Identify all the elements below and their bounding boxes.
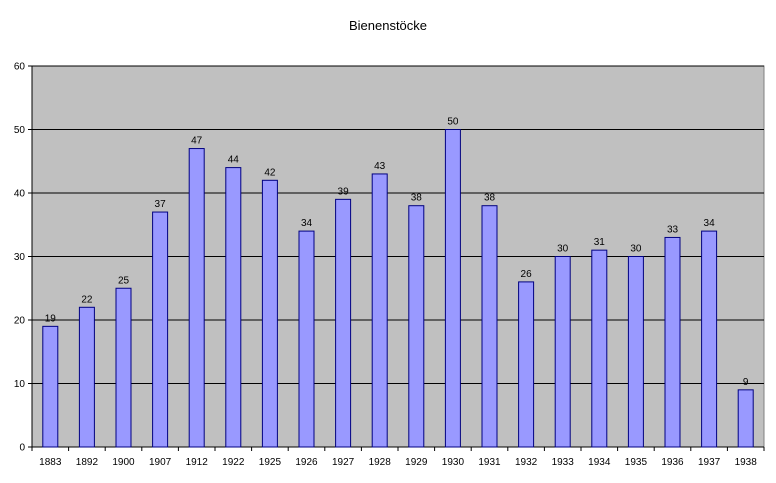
data-label-1928: 43 bbox=[374, 161, 386, 172]
bar-1931 bbox=[481, 205, 498, 448]
bar-1927 bbox=[335, 198, 352, 448]
data-label-1931: 38 bbox=[484, 193, 496, 204]
data-label-1934: 31 bbox=[594, 237, 606, 248]
y-tick-label: 30 bbox=[14, 252, 26, 263]
data-label-1912: 47 bbox=[191, 136, 203, 147]
y-tick-label: 10 bbox=[14, 379, 26, 390]
data-label-1922: 44 bbox=[228, 155, 240, 166]
x-tick-label-1907: 1907 bbox=[149, 457, 172, 468]
bar-1929 bbox=[408, 205, 425, 448]
x-tick-label-1929: 1929 bbox=[405, 457, 428, 468]
bar-1938 bbox=[737, 389, 754, 448]
bar-1937 bbox=[701, 230, 718, 448]
data-label-1935: 30 bbox=[630, 244, 642, 255]
data-label-1936: 33 bbox=[667, 224, 679, 235]
bar-1912 bbox=[188, 148, 205, 448]
x-tick-label-1932: 1932 bbox=[515, 457, 538, 468]
x-tick-label-1925: 1925 bbox=[259, 457, 282, 468]
x-tick-label-1933: 1933 bbox=[552, 457, 575, 468]
data-label-1932: 26 bbox=[521, 269, 533, 280]
data-label-1927: 39 bbox=[338, 186, 350, 197]
bar-1907 bbox=[152, 211, 169, 448]
y-tick-label: 0 bbox=[19, 443, 25, 454]
bar-1936 bbox=[664, 236, 681, 448]
bar-1900 bbox=[115, 287, 132, 448]
bar-1930 bbox=[444, 129, 461, 448]
x-tick-label-1927: 1927 bbox=[332, 457, 355, 468]
bar-1934 bbox=[591, 249, 608, 448]
x-tick-label-1928: 1928 bbox=[369, 457, 392, 468]
data-label-1937: 34 bbox=[704, 218, 716, 229]
data-label-1933: 30 bbox=[557, 244, 569, 255]
x-tick-label-1926: 1926 bbox=[295, 457, 318, 468]
data-label-1929: 38 bbox=[411, 193, 423, 204]
x-tick-label-1931: 1931 bbox=[478, 457, 501, 468]
x-tick-label-1930: 1930 bbox=[442, 457, 465, 468]
bar-1926 bbox=[298, 230, 315, 448]
data-label-1907: 37 bbox=[155, 199, 167, 210]
x-tick-label-1900: 1900 bbox=[112, 457, 135, 468]
bar-1922 bbox=[225, 167, 242, 448]
x-tick-label-1938: 1938 bbox=[735, 457, 758, 468]
y-tick-label: 50 bbox=[14, 125, 26, 136]
x-tick-label-1934: 1934 bbox=[588, 457, 611, 468]
bar-1928 bbox=[371, 173, 388, 448]
data-label-1925: 42 bbox=[264, 167, 276, 178]
bar-1883 bbox=[42, 325, 59, 448]
y-tick-label: 40 bbox=[14, 189, 26, 200]
data-label-1930: 50 bbox=[447, 117, 459, 128]
data-label-1892: 22 bbox=[81, 294, 93, 305]
bar-1932 bbox=[518, 281, 535, 448]
chart-title: Bienenstöcke bbox=[348, 18, 428, 33]
bar-1933 bbox=[554, 256, 571, 448]
x-tick-label-1936: 1936 bbox=[661, 457, 684, 468]
x-tick-label-1883: 1883 bbox=[39, 457, 62, 468]
x-tick-label-1922: 1922 bbox=[222, 457, 245, 468]
bar-1892 bbox=[78, 306, 95, 448]
x-tick-label-1935: 1935 bbox=[625, 457, 648, 468]
data-label-1900: 25 bbox=[118, 275, 130, 286]
bar-1925 bbox=[261, 179, 278, 448]
y-tick-label: 20 bbox=[14, 316, 26, 327]
x-tick-label-1892: 1892 bbox=[76, 457, 99, 468]
data-label-1926: 34 bbox=[301, 218, 313, 229]
x-tick-label-1937: 1937 bbox=[698, 457, 721, 468]
x-tick-label-1912: 1912 bbox=[186, 457, 209, 468]
data-label-1883: 19 bbox=[45, 313, 57, 324]
y-tick-label: 60 bbox=[14, 62, 26, 73]
data-label-1938: 9 bbox=[743, 377, 749, 388]
bar-1935 bbox=[627, 256, 644, 448]
